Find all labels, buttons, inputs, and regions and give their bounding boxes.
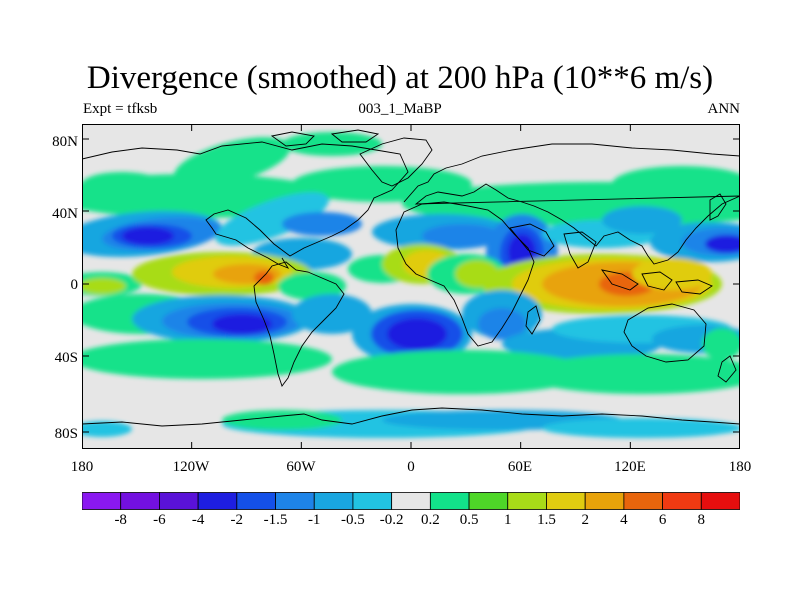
colorbar-label: -8 <box>114 512 127 528</box>
colorbar-swatch <box>159 492 199 510</box>
divergence-contour <box>222 410 342 430</box>
coastline-japan <box>709 193 727 221</box>
coastline-madagascar <box>525 305 541 335</box>
season-label: ANN <box>707 101 741 117</box>
coastline-antarctica <box>82 407 740 427</box>
divergence-contour <box>542 418 740 438</box>
lon-tick-label: 180 <box>728 459 752 475</box>
divergence-contour <box>602 206 682 234</box>
colorbar-swatch <box>313 492 354 510</box>
divergence-contour <box>705 235 740 253</box>
divergence-contour <box>82 172 162 196</box>
colorbar-label: -0.5 <box>341 512 365 528</box>
lon-tick-label: 120E <box>614 459 646 475</box>
divergence-contour <box>278 272 346 300</box>
coastline-australia <box>623 303 707 363</box>
coastline-greenland <box>359 137 433 187</box>
lon-tick-label: 0 <box>407 459 415 475</box>
colorbar-label: 8 <box>697 512 706 528</box>
colorbar-label: -4 <box>191 512 205 528</box>
lon-tick-label: 120W <box>172 459 210 475</box>
colorbar-label: 0.5 <box>459 512 479 528</box>
case-label: 003_1_MaBP <box>358 101 442 117</box>
coastline-canada-islands <box>270 129 380 147</box>
colorbar-label: -1.5 <box>263 512 288 528</box>
colorbar-swatch <box>623 492 663 510</box>
divergence-contour <box>478 308 526 340</box>
experiment-label: Expt = tfksb <box>83 101 158 117</box>
divergence-contour <box>212 314 272 334</box>
divergence-contour <box>82 421 132 437</box>
divergence-contour <box>82 339 332 379</box>
colorbar-label: -2 <box>230 512 244 528</box>
coastline-new-zealand <box>717 355 737 383</box>
colorbar-label: 1.5 <box>537 512 556 528</box>
lon-tick-label: 180 <box>70 459 94 475</box>
divergence-contour <box>332 350 592 394</box>
coastlines <box>82 129 740 427</box>
map-ticks <box>82 124 740 449</box>
colorbar-label: 0.2 <box>421 512 440 528</box>
colorbar <box>81 492 741 515</box>
coastline-maritime-continent <box>600 269 713 295</box>
divergence-contour <box>702 328 740 360</box>
chart-title: Divergence (smoothed) at 200 hPa (10**6 … <box>86 60 714 96</box>
colorbar-label: 1 <box>504 512 512 528</box>
lat-tick-label: 80N <box>52 134 78 150</box>
colorbar-label: 2 <box>581 512 589 528</box>
colorbar-swatch <box>81 492 122 510</box>
lon-tick-label: 60E <box>507 459 533 475</box>
colorbar-swatch <box>391 492 431 510</box>
lon-tick-label: 60W <box>286 459 316 475</box>
colorbar-swatch <box>120 492 160 510</box>
coastline-arabia-india <box>509 223 597 269</box>
coastline-south-america <box>253 261 345 387</box>
colorbar-swatch <box>468 492 509 510</box>
divergence-contour <box>422 224 502 248</box>
lat-tick-label: 0 <box>70 277 79 293</box>
divergence-contour <box>632 258 712 290</box>
coastline-eurasia <box>403 143 740 265</box>
colorbar-swatch <box>275 492 315 510</box>
divergence-contour <box>612 166 740 202</box>
colorbar-label: -1 <box>307 512 321 528</box>
lat-tick-label: 40S <box>54 350 78 366</box>
divergence-contour <box>173 137 291 187</box>
colorbar-swatch <box>507 492 547 510</box>
divergence-contour <box>82 278 126 294</box>
colorbar-label: -6 <box>153 512 166 528</box>
colorbar-label: -0.2 <box>379 512 404 528</box>
divergence-field <box>82 132 740 438</box>
colorbar-swatch <box>236 492 276 510</box>
colorbar-swatch <box>546 492 586 510</box>
lat-tick-label: 40N <box>52 206 78 222</box>
colorbar-swatch <box>584 492 625 510</box>
divergence-contour <box>282 132 382 156</box>
divergence-contour <box>522 354 740 394</box>
coastline-north-america <box>82 141 409 269</box>
lat-tick-label: 80S <box>54 426 78 442</box>
divergence-map <box>82 124 740 449</box>
colorbar-swatch <box>662 492 702 510</box>
coastline-africa <box>395 201 535 347</box>
divergence-contour <box>282 212 362 236</box>
divergence-contour <box>215 192 329 246</box>
colorbar-label: 4 <box>620 512 628 528</box>
colorbar-swatch <box>429 492 470 510</box>
colorbar-label: 6 <box>658 512 667 528</box>
divergence-contour <box>122 227 174 245</box>
colorbar-swatch <box>197 492 238 510</box>
colorbar-swatch <box>700 492 741 510</box>
divergence-contour <box>292 294 372 334</box>
divergence-contour <box>387 318 447 350</box>
divergence-contour <box>292 166 472 202</box>
colorbar-swatch <box>352 492 393 510</box>
